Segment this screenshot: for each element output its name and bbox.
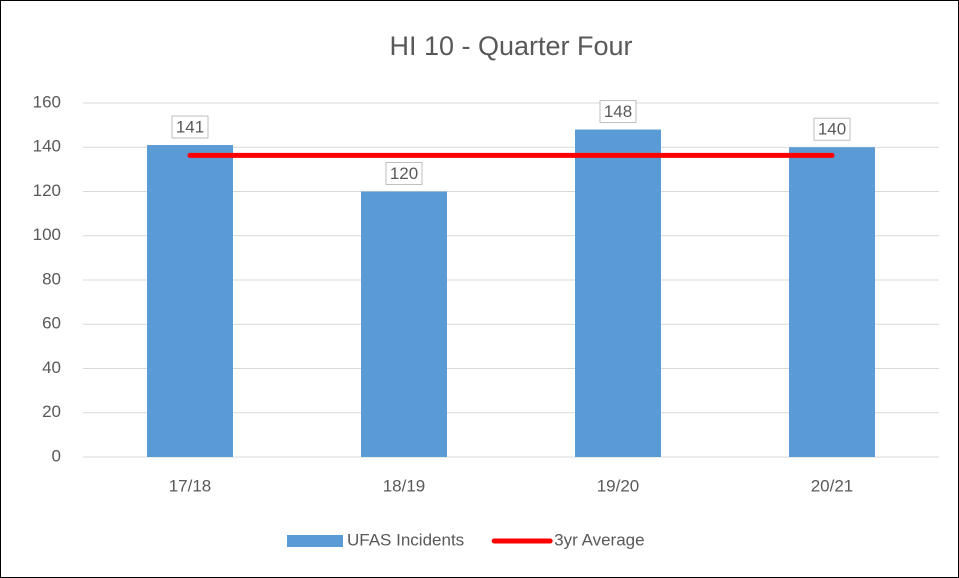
chart-title: HI 10 - Quarter Four [389, 31, 632, 61]
bar [575, 129, 661, 458]
bar [361, 191, 447, 457]
data-label-box [813, 117, 851, 141]
bar [789, 147, 875, 457]
y-tick-label: 40 [42, 358, 61, 377]
data-label: 140 [818, 120, 846, 139]
x-tick-label: 18/19 [383, 476, 426, 495]
y-tick-label: 140 [33, 137, 61, 156]
y-tick-label: 60 [42, 314, 61, 333]
data-label: 141 [176, 118, 204, 137]
y-tick-label: 80 [42, 269, 61, 288]
x-tick-label: 17/18 [169, 476, 212, 495]
data-label-box [385, 162, 423, 185]
y-tick-label: 160 [33, 92, 61, 111]
legend-label: UFAS Incidents [347, 530, 464, 549]
y-tick-label: 120 [33, 181, 61, 200]
x-tick-label: 20/21 [811, 476, 854, 495]
x-tick-label: 19/20 [597, 476, 640, 495]
legend-label: 3yr Average [554, 530, 644, 549]
y-tick-label: 100 [33, 225, 61, 244]
data-label: 148 [604, 102, 632, 121]
y-tick-label: 20 [42, 402, 61, 421]
bar [147, 145, 233, 457]
legend-swatch [287, 535, 343, 547]
data-label: 120 [390, 164, 418, 183]
data-label-box [171, 115, 209, 139]
y-tick-label: 0 [52, 446, 61, 465]
data-label-box [599, 100, 637, 124]
